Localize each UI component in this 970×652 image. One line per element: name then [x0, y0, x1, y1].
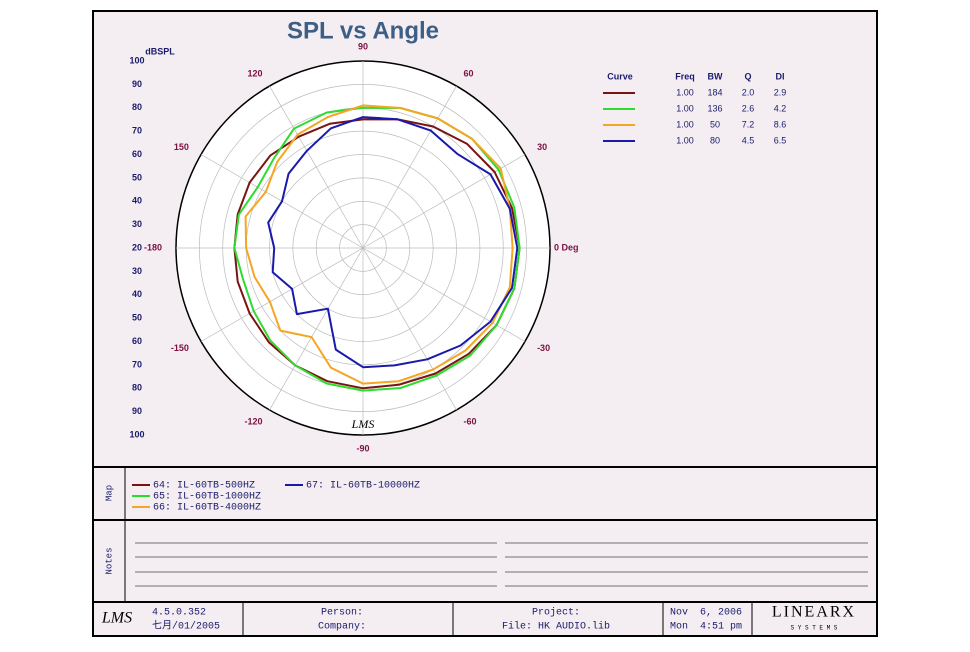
date: Nov 6, 2006 [670, 608, 742, 619]
table-header: Freq [675, 71, 695, 81]
table-cell: 136 [707, 103, 722, 113]
theta-tick-label: 30 [537, 142, 547, 152]
notes-lines [135, 542, 868, 587]
table-cell: 80 [710, 135, 720, 145]
table-cell: 184 [707, 87, 722, 97]
theta-tick-label: -150 [171, 343, 189, 353]
table-cell: 50 [710, 119, 720, 129]
section-label: Map [104, 485, 114, 501]
r-tick-label: 90 [132, 79, 142, 89]
table-header: BW [708, 71, 723, 81]
theta-tick-label: 60 [464, 68, 474, 78]
series-line [233, 106, 521, 392]
r-tick-label: 90 [132, 406, 142, 416]
r-tick-label: 40 [132, 289, 142, 299]
legend-label: 66: IL-60TB-4000HZ [153, 503, 261, 514]
legend-label: 67: IL-60TB-10000HZ [306, 481, 420, 492]
theta-tick-label: 90 [358, 41, 368, 51]
company: Company: [318, 622, 366, 633]
theta-tick-label: 0 Deg [554, 242, 579, 252]
table-cell: 4.2 [774, 103, 787, 113]
footer-dividers [242, 602, 753, 636]
table-cell: 8.6 [774, 119, 787, 129]
r-tick-label: 40 [132, 196, 142, 206]
r-tick-label: 50 [132, 172, 142, 182]
r-tick-label: 30 [132, 266, 142, 276]
r-tick-label: 20 [132, 242, 142, 252]
table-cell: 2.9 [774, 87, 787, 97]
r-tick-label: 70 [132, 359, 142, 369]
r-tick-label: 80 [132, 102, 142, 112]
section-label: Notes [104, 547, 114, 574]
r-tick-label: 100 [129, 55, 144, 65]
theta-tick-label: -60 [464, 416, 477, 426]
series-line [267, 116, 519, 369]
table-cell: 2.0 [742, 87, 755, 97]
theta-tick-label: 120 [247, 68, 262, 78]
theta-tick-label: -90 [356, 443, 369, 453]
r-tick-label: 80 [132, 383, 142, 393]
r-tick-label: 60 [132, 149, 142, 159]
r-tick-label: 30 [132, 219, 142, 229]
table-cell: 7.2 [742, 119, 755, 129]
person: Person: [321, 608, 363, 619]
logo: LMS [101, 610, 132, 627]
theta-tick-label: -120 [244, 416, 262, 426]
table-header: Curve [607, 71, 633, 81]
table-cell: 4.5 [742, 135, 755, 145]
project: Project: [532, 607, 580, 619]
r-tick-label: 70 [132, 126, 142, 136]
table-header: Q [744, 71, 751, 81]
table-cell: 6.5 [774, 135, 787, 145]
table-header: DI [776, 71, 785, 81]
theta-tick-label: 150 [174, 142, 189, 152]
grid-spoke [362, 85, 457, 249]
file: File: HK AUDIO.lib [502, 621, 610, 633]
grid-spoke [362, 247, 457, 411]
r-tick-label: 100 [129, 429, 144, 439]
legend-label: 65: IL-60TB-1000HZ [153, 492, 261, 503]
brand-sub: S Y S T E M S [791, 625, 838, 632]
theta-tick-label: -180 [144, 242, 162, 252]
series-line [244, 104, 514, 385]
grid-spoke [269, 85, 364, 249]
build-date: 七月/01/2005 [152, 620, 220, 633]
grid-spoke [362, 247, 526, 342]
grid-spoke [200, 247, 364, 342]
table-cell: 1.00 [676, 119, 694, 129]
theta-tick-label: -30 [537, 343, 550, 353]
table-cell: 1.00 [676, 103, 694, 113]
table-cell: 1.00 [676, 135, 694, 145]
grid-spoke [269, 247, 364, 411]
legend-label: 64: IL-60TB-500HZ [153, 481, 255, 492]
version: 4.5.0.352 [152, 608, 206, 619]
r-tick-label: 50 [132, 313, 142, 323]
time: Mon 4:51 pm [670, 622, 742, 633]
table-cell: 2.6 [742, 103, 755, 113]
brand: LINEARX [772, 604, 856, 621]
watermark: LMS [351, 417, 375, 431]
table-cell: 1.00 [676, 87, 694, 97]
r-tick-label: 60 [132, 336, 142, 346]
chart-title: SPL vs Angle [287, 17, 439, 44]
axis-label: dBSPL [145, 46, 175, 56]
